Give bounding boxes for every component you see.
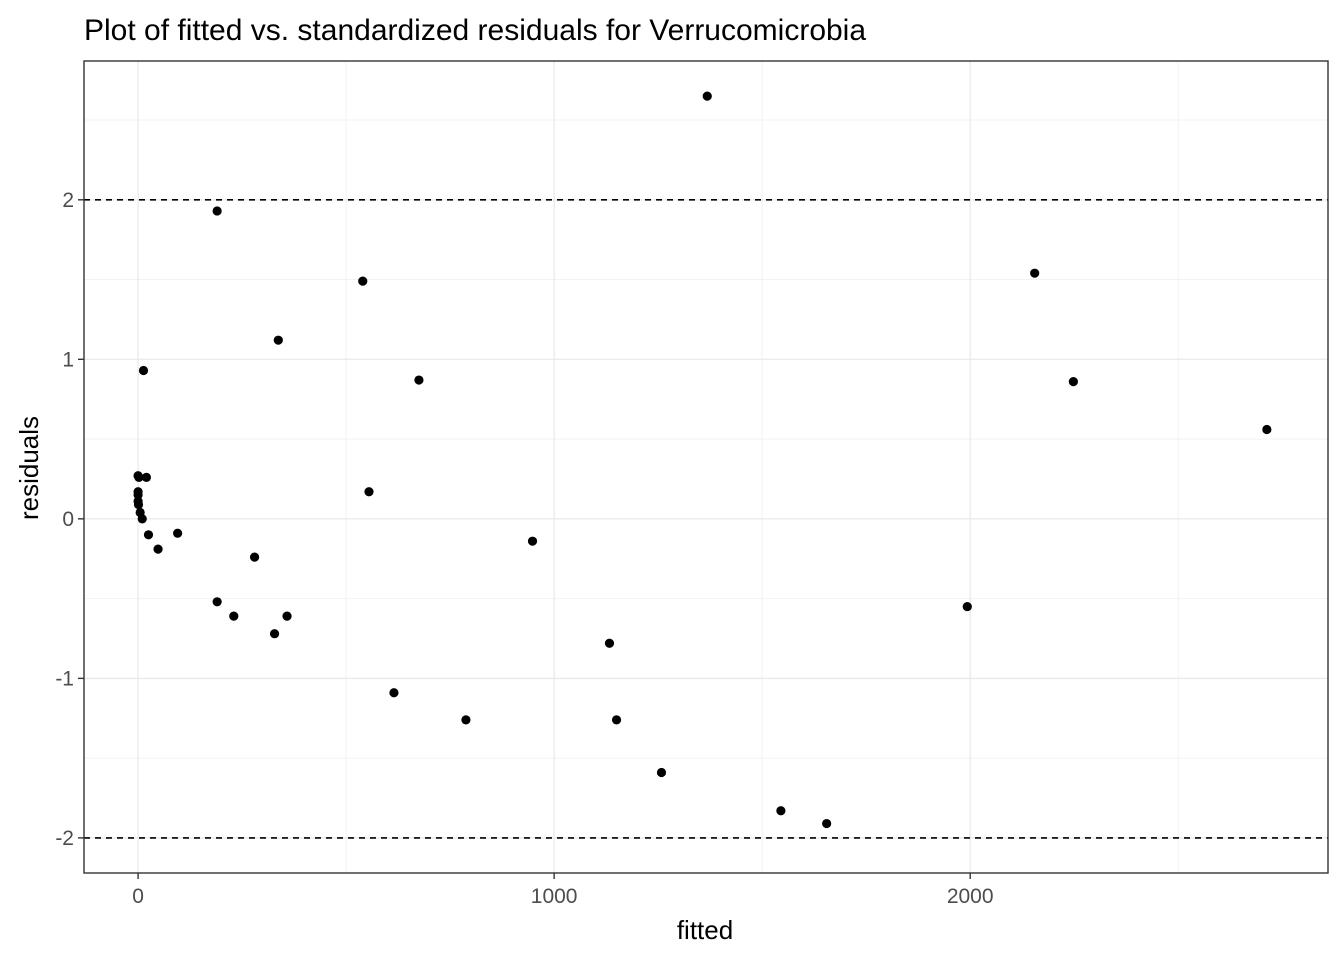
data-points [133, 91, 1272, 829]
data-point [133, 490, 143, 500]
data-point [134, 472, 144, 482]
data-point [962, 601, 972, 612]
data-point [611, 715, 622, 725]
data-point [143, 530, 154, 540]
data-point [249, 552, 260, 562]
y-tick-label: -2 [55, 827, 74, 850]
x-tick-label: 0 [132, 885, 144, 908]
data-point [389, 688, 399, 698]
panel-border [83, 60, 1329, 874]
data-point [1030, 268, 1040, 278]
data-point [269, 629, 280, 639]
x-axis-title: fitted [677, 915, 733, 945]
data-point [364, 487, 374, 497]
major-gridlines [84, 61, 1328, 873]
data-point [141, 472, 152, 482]
data-point [212, 206, 222, 216]
data-point [153, 544, 163, 554]
data-point [173, 528, 183, 538]
data-point [461, 715, 471, 725]
data-point [282, 611, 292, 621]
y-tick-label: -1 [55, 667, 74, 690]
minor-gridlines [84, 61, 1328, 873]
data-point [414, 375, 424, 385]
data-point [604, 638, 615, 648]
data-point [138, 365, 149, 376]
data-point [273, 335, 283, 345]
y-tick-label: 2 [62, 189, 74, 212]
data-point [702, 91, 712, 101]
reference-lines [84, 198, 1328, 839]
data-point [137, 514, 147, 524]
data-point [212, 597, 222, 607]
chart-title: Plot of fitted vs. standardized residual… [84, 14, 866, 47]
data-point [1068, 377, 1078, 387]
y-tick-label: 0 [62, 508, 74, 531]
data-point [527, 536, 538, 546]
y-axis-title: residuals [14, 416, 44, 520]
data-point [1262, 424, 1272, 435]
data-point [133, 499, 144, 510]
data-point [822, 818, 832, 829]
data-point [656, 767, 667, 778]
x-tick-label: 2000 [947, 885, 994, 908]
y-axis: -2 -1 0 1 2 [55, 189, 84, 850]
y-tick-label: 1 [62, 348, 74, 371]
x-tick-label: 1000 [531, 885, 578, 908]
data-point [776, 806, 786, 816]
x-axis: 0 1000 2000 [132, 873, 994, 908]
data-point [358, 276, 368, 286]
data-point [229, 611, 239, 621]
